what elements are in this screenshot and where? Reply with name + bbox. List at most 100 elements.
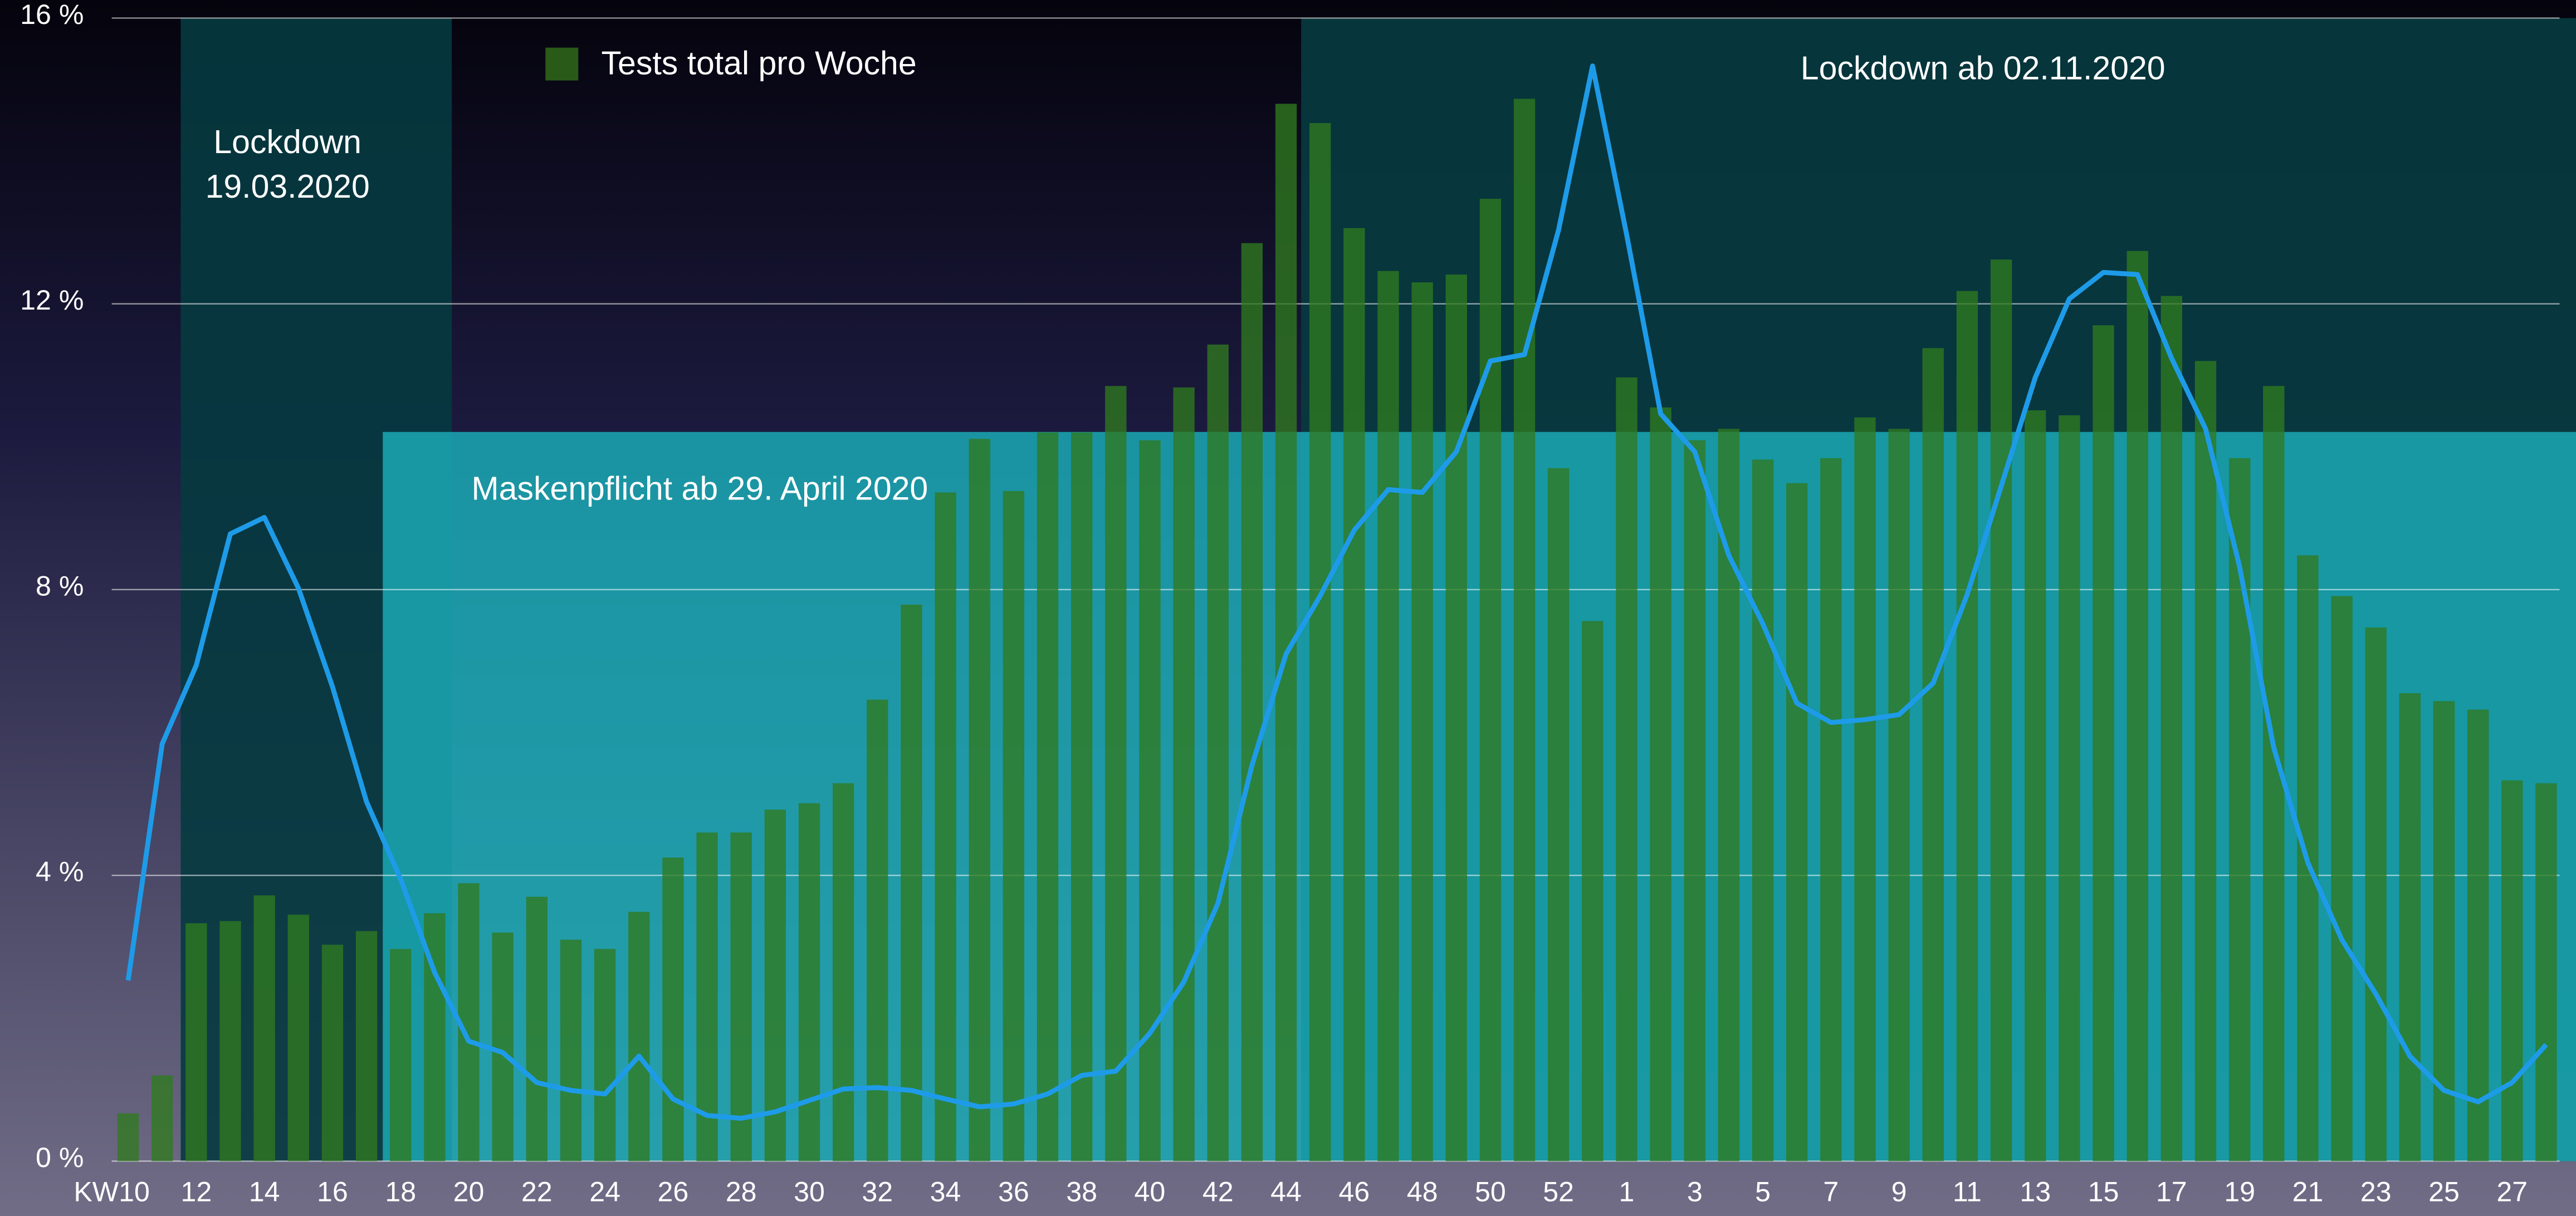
bar [185, 923, 207, 1161]
bar [1071, 432, 1093, 1161]
bar [253, 895, 275, 1161]
grid [111, 17, 2560, 1162]
x-tick-label: 27 [2496, 1176, 2528, 1208]
x-tick-label: 36 [998, 1176, 1029, 1208]
bar [1241, 243, 1263, 1161]
bar [662, 857, 684, 1161]
x-tick-label: 12 [180, 1176, 212, 1208]
bar [560, 939, 582, 1161]
bar [321, 944, 344, 1161]
bar [2194, 361, 2217, 1161]
x-tick-label: 26 [658, 1176, 689, 1208]
bar [2025, 410, 2046, 1161]
y-tick-label: 0 % [36, 1142, 84, 1173]
x-tick-label: 21 [2293, 1176, 2324, 1208]
x-tick-label: 14 [249, 1176, 280, 1208]
x-tick-label: 40 [1135, 1176, 1166, 1208]
y-tick-label: 4 % [36, 856, 84, 888]
x-tick-label: 52 [1543, 1176, 1574, 1208]
bar [2467, 709, 2489, 1161]
bar [1309, 123, 1331, 1161]
bar [1854, 417, 1876, 1161]
bar [730, 832, 752, 1161]
bar [2535, 783, 2557, 1161]
bar [764, 810, 786, 1161]
bar [628, 911, 650, 1161]
bar [219, 921, 241, 1161]
bar [2501, 780, 2523, 1161]
x-tick-label: 25 [2428, 1176, 2460, 1208]
labels: 0 % 4 % 8 % 12 % 16 % KW10 12 14 16 18 20 22 24 26 28 3… [20, 0, 2528, 1208]
lines [125, 63, 2548, 1121]
x-tick-label: 13 [2020, 1176, 2051, 1208]
x-tick-label: 34 [930, 1176, 961, 1208]
y-tick-label: 8 % [36, 570, 84, 601]
x-tick-label: 30 [794, 1176, 825, 1208]
bar [935, 492, 956, 1161]
bar [355, 931, 378, 1161]
bar [1445, 274, 1467, 1161]
x-tick-label: 38 [1066, 1176, 1097, 1208]
bar [1411, 282, 1433, 1161]
bar [1582, 621, 1604, 1161]
bar [1207, 344, 1229, 1161]
x-tick-label: KW10 [74, 1176, 149, 1208]
x-tick-label: 24 [589, 1176, 620, 1208]
x-tick-label: 11 [1953, 1176, 1982, 1208]
x-tick-label: 23 [2360, 1176, 2392, 1208]
bar [2127, 251, 2148, 1161]
bar [1786, 483, 1808, 1161]
x-tick-label: 5 [1755, 1176, 1771, 1208]
bar [151, 1075, 173, 1161]
bar [696, 832, 718, 1161]
bar [2331, 596, 2353, 1161]
bar [2365, 627, 2387, 1161]
bar [1105, 386, 1127, 1161]
annotation: 19.03.2020 [206, 168, 370, 205]
x-tick-label: 44 [1270, 1176, 1302, 1208]
bar [1275, 104, 1297, 1161]
bar [1684, 440, 1705, 1161]
line [125, 63, 2548, 1121]
legend-swatch [545, 47, 579, 81]
x-tick-label: 9 [1891, 1176, 1907, 1208]
bar [1479, 199, 1502, 1161]
x-tick-label: 15 [2088, 1176, 2119, 1208]
y-tick-label: 16 % [20, 0, 84, 30]
x-tick-label: 1 [1619, 1176, 1635, 1208]
bar [1037, 432, 1059, 1161]
bars [117, 99, 2557, 1161]
bar [1377, 271, 1399, 1161]
annotation: Lockdown [213, 124, 361, 160]
x-tick-label: 7 [1823, 1176, 1839, 1208]
x-tick-label: 16 [317, 1176, 348, 1208]
bar [1956, 291, 1978, 1161]
bar [2059, 415, 2080, 1161]
legend-label: Tests total pro Woche [602, 45, 917, 82]
annotation: Lockdown ab 02.11.2020 [1801, 50, 2166, 86]
bar [117, 1113, 139, 1161]
annotation: Maskenpflicht ab 29. April 2020 [472, 470, 928, 507]
x-tick-label: 42 [1203, 1176, 1234, 1208]
x-tick-label: 17 [2156, 1176, 2187, 1208]
x-tick-label: 46 [1338, 1176, 1370, 1208]
x-tick-label: 20 [453, 1176, 485, 1208]
bar [867, 699, 888, 1161]
bar [1922, 348, 1944, 1161]
bar [1343, 228, 1365, 1161]
bar [1888, 429, 1910, 1161]
bar [390, 949, 412, 1161]
x-tick-label: 3 [1687, 1176, 1703, 1208]
bar [2399, 693, 2421, 1161]
bar [526, 896, 548, 1161]
bar [901, 604, 922, 1161]
bar [1752, 459, 1774, 1161]
bar [287, 914, 309, 1161]
bar [594, 949, 616, 1161]
bar [1650, 407, 1671, 1161]
x-tick-label: 19 [2224, 1176, 2255, 1208]
bar [1616, 377, 1638, 1161]
y-tick-label: 12 % [20, 285, 84, 316]
